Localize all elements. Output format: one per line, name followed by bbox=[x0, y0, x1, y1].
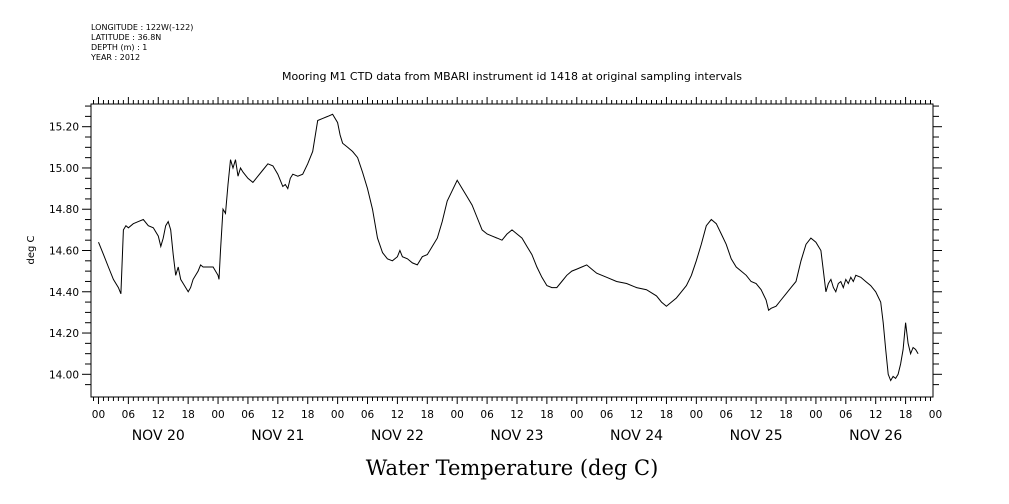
y-tick-label: 14.00 bbox=[49, 369, 79, 381]
x-tick-label: 00 bbox=[809, 409, 822, 421]
x-tick-label: 00 bbox=[92, 409, 105, 421]
x-tick-label: 12 bbox=[630, 409, 643, 421]
x-tick-label: 18 bbox=[301, 409, 314, 421]
chart-title: Mooring M1 CTD data from MBARI instrumen… bbox=[282, 70, 742, 83]
x-tick-label: 12 bbox=[510, 409, 523, 421]
day-labels: NOV 20 NOV 21 NOV 22 NOV 23 NOV 24 NOV 25 NOV … bbox=[132, 428, 903, 444]
x-tick-label: 18 bbox=[899, 409, 912, 421]
x-tick-label: 12 bbox=[749, 409, 762, 421]
latitude-label: LATITUDE : 36.8N bbox=[91, 33, 161, 42]
day-label: NOV 23 bbox=[490, 428, 543, 444]
x-tick-label: 12 bbox=[869, 409, 882, 421]
x-tick-label: 00 bbox=[690, 409, 703, 421]
y-tick-label: 14.60 bbox=[49, 246, 79, 258]
x-tick-label: 18 bbox=[421, 409, 434, 421]
y-tick-label: 14.80 bbox=[49, 204, 79, 216]
x-tick-label: 06 bbox=[122, 409, 136, 421]
x-axis-label: Water Temperature (deg C) bbox=[366, 456, 659, 480]
series-line bbox=[98, 113, 919, 382]
x-tick-label: 06 bbox=[241, 409, 255, 421]
x-tick-label: 12 bbox=[391, 409, 404, 421]
x-tick-label: 06 bbox=[720, 409, 734, 421]
x-tick-label: 06 bbox=[480, 409, 494, 421]
longitude-label: LONGITUDE : 122W(-122) bbox=[91, 23, 193, 32]
y-tick-label: 15.00 bbox=[49, 163, 79, 175]
x-tick-label: 12 bbox=[271, 409, 284, 421]
x-tick-label: 00 bbox=[211, 409, 224, 421]
x-tick-label: 00 bbox=[570, 409, 583, 421]
x-tick-label: 00 bbox=[331, 409, 344, 421]
x-tick-label: 18 bbox=[540, 409, 553, 421]
y-tick-label: 15.20 bbox=[49, 122, 79, 134]
x-tick-label: 06 bbox=[361, 409, 375, 421]
x-tick-label: 06 bbox=[839, 409, 853, 421]
day-label: NOV 20 bbox=[132, 428, 185, 444]
depth-label: DEPTH (m) : 1 bbox=[91, 43, 147, 52]
x-tick-label: 06 bbox=[600, 409, 614, 421]
metadata-block: LONGITUDE : 122W(-122) LATITUDE : 36.8N … bbox=[90, 23, 193, 62]
day-label: NOV 25 bbox=[730, 428, 783, 444]
plot-frame bbox=[90, 103, 934, 398]
day-label: NOV 26 bbox=[849, 428, 902, 444]
x-tick-label: 18 bbox=[779, 409, 792, 421]
day-label: NOV 22 bbox=[371, 428, 424, 444]
x-tick-label: 18 bbox=[660, 409, 673, 421]
y-tick-label: 14.40 bbox=[49, 287, 79, 299]
y-axis-label: deg C bbox=[26, 235, 37, 264]
axis-ticks bbox=[82, 97, 942, 404]
y-tick-label: 14.20 bbox=[49, 328, 79, 340]
x-tick-label: 00 bbox=[929, 409, 942, 421]
x-tick-label: 12 bbox=[152, 409, 165, 421]
day-label: NOV 24 bbox=[610, 428, 663, 444]
y-tick-labels: 14.00 14.20 14.40 14.60 14.80 15.00 15.20 bbox=[49, 122, 79, 382]
x-tick-label: 00 bbox=[451, 409, 464, 421]
x-tick-label: 18 bbox=[181, 409, 194, 421]
x-tick-labels: 00 06 12 18 00 06 12 18 00 06 12 18 00 06 12 18 00 06 12 18… bbox=[92, 409, 942, 421]
year-label: YEAR : 2012 bbox=[90, 53, 140, 62]
day-label: NOV 21 bbox=[251, 428, 304, 444]
